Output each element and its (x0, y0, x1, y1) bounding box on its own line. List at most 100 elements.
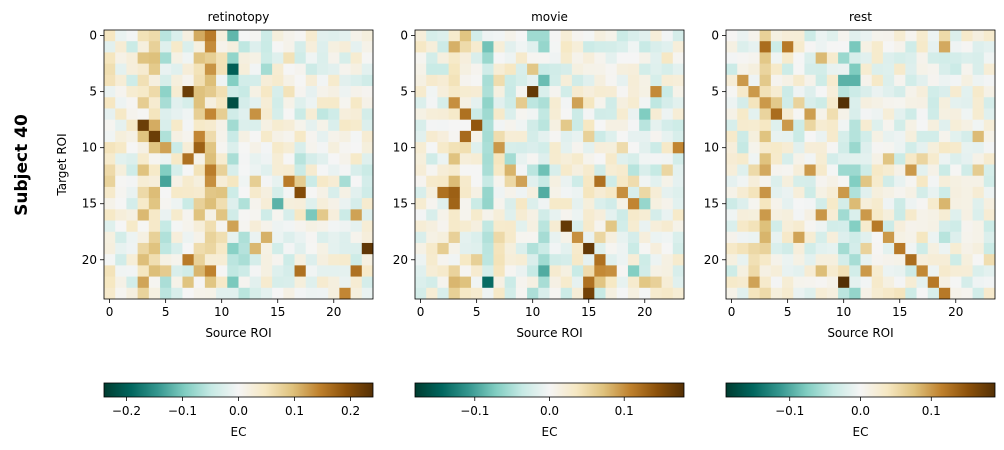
heatmap-cell (972, 153, 985, 165)
heatmap-cell (471, 175, 483, 188)
heatmap-cell (871, 198, 884, 210)
heatmap-cell (849, 186, 861, 199)
heatmap-cell (616, 108, 629, 121)
heatmap-cell (328, 119, 340, 132)
heatmap-cell (238, 119, 251, 132)
heatmap-cell (216, 209, 228, 221)
heatmap-cell (571, 175, 584, 188)
heatmap-cell (882, 265, 895, 277)
heatmap-cell (594, 242, 606, 255)
heatmap-cell (160, 254, 172, 266)
heatmap-cell (560, 74, 573, 87)
heatmap-cell (950, 265, 962, 277)
heatmap-cell (437, 220, 449, 233)
heatmap-cell (415, 276, 427, 289)
heatmap-cell (238, 276, 251, 289)
heatmap-cell (148, 52, 161, 64)
heatmap-cell (493, 175, 506, 188)
heatmap-cell (515, 52, 528, 64)
heatmap-cell (815, 242, 828, 255)
heatmap-cell (849, 130, 861, 143)
heatmap-cell (826, 186, 839, 199)
heatmap-cell (137, 254, 150, 266)
heatmap-cell (216, 108, 228, 121)
heatmap-cell (549, 276, 562, 289)
heatmap-cell (137, 63, 150, 76)
heatmap-cell (361, 130, 374, 143)
heatmap-cell (339, 41, 351, 53)
heatmap-cell (283, 164, 295, 177)
heatmap-cell (216, 276, 228, 289)
heatmap-cell (448, 254, 461, 266)
heatmap-cell (826, 119, 839, 132)
heatmap-cell (328, 97, 340, 109)
heatmap-cell (549, 175, 562, 188)
heatmap-cell (160, 142, 172, 154)
heatmap-cell (339, 220, 351, 233)
heatmap-cell (115, 276, 127, 289)
heatmap-cell (605, 130, 618, 143)
heatmap-cell (972, 119, 985, 132)
heatmap-cell (961, 287, 973, 300)
heatmap-cell (459, 209, 472, 221)
heatmap-cell (616, 220, 629, 233)
heatmap-cell (793, 231, 805, 244)
heatmap-cell (571, 276, 584, 289)
heatmap-cell (826, 74, 839, 87)
heatmap-cell (782, 97, 794, 109)
heatmap-cell (361, 74, 374, 87)
heatmap-cell (804, 276, 817, 289)
heatmap-cell (283, 130, 295, 143)
heatmap-cell (238, 52, 251, 64)
heatmap-cell (527, 142, 539, 154)
heatmap-cell (272, 153, 284, 165)
heatmap-cell (905, 209, 917, 221)
heatmap-cell (204, 41, 217, 53)
heatmap-cell (927, 153, 940, 165)
heatmap-cell (238, 254, 251, 266)
heatmap-cell (283, 74, 295, 87)
heatmap-cell (182, 287, 195, 300)
heatmap-cell (350, 265, 363, 277)
heatmap-cell (126, 97, 138, 109)
heatmap-cell (316, 276, 329, 289)
heatmap-cell (227, 287, 239, 300)
heatmap-cell (249, 186, 262, 199)
heatmap-cell (770, 198, 783, 210)
heatmap-cell (916, 86, 929, 98)
heatmap-cell (448, 97, 461, 109)
heatmap-cell (804, 231, 817, 244)
heatmap-cell (227, 41, 239, 53)
heatmap-cell (350, 142, 363, 154)
heatmap-cell (983, 97, 996, 109)
heatmap-cell (361, 242, 374, 255)
heatmap-cell (272, 41, 284, 53)
heatmap-cell (193, 231, 206, 244)
heatmap-cell (571, 74, 584, 87)
heatmap-cell (426, 119, 438, 132)
heatmap-cell (770, 209, 783, 221)
heatmap-cell (759, 276, 772, 289)
heatmap-cell (627, 52, 640, 64)
x-tick-label: 5 (784, 305, 792, 319)
heatmap-cell (238, 265, 251, 277)
y-tick-label: 5 (711, 85, 719, 99)
x-tick-label: 15 (892, 305, 907, 319)
heatmap-cell (350, 209, 363, 221)
heatmap-cell (927, 287, 940, 300)
heatmap-cell (759, 142, 772, 154)
heatmap-cell (305, 242, 318, 255)
heatmap-cell (493, 74, 506, 87)
heatmap-cell (616, 175, 629, 188)
heatmap-cell (193, 41, 206, 53)
heatmap-cell (871, 119, 884, 132)
heatmap-cell (471, 86, 483, 98)
heatmap-cell (527, 265, 539, 277)
heatmap-cell (905, 108, 917, 121)
heatmap-cell (927, 41, 940, 53)
heatmap-cell (860, 254, 873, 266)
heatmap-cell (426, 265, 438, 277)
heatmap-cell (328, 186, 340, 199)
heatmap-cell (661, 153, 674, 165)
